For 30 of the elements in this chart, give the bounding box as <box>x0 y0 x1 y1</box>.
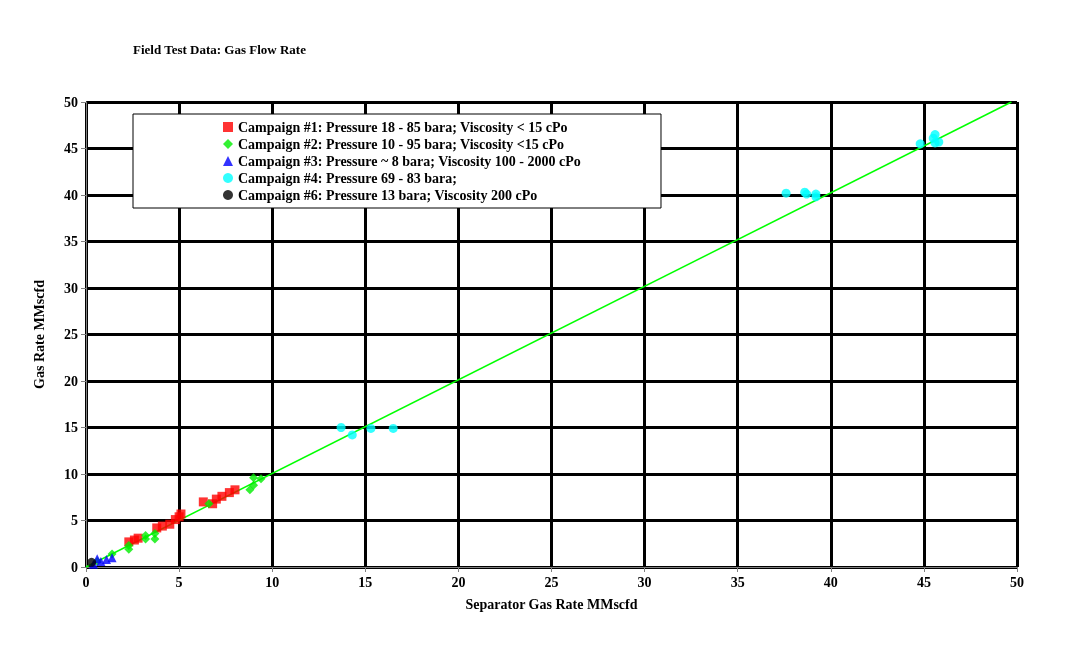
x-tick-label: 45 <box>916 574 931 590</box>
y-tick-label: 45 <box>64 141 78 156</box>
x-tick-label: 40 <box>823 574 838 590</box>
y-tick-label: 50 <box>64 94 78 110</box>
y-tick-label: 10 <box>64 466 78 482</box>
y-tick-label: 20 <box>64 373 78 389</box>
legend-label: Campaign #3: Pressure ~ 8 bara; Viscosity 100 - 2000 cPo <box>238 153 581 169</box>
x-tick-label: 50 <box>1010 574 1024 590</box>
legend-label: Campaign #1: Pressure 18 - 85 bara; Viscosity < 15 cPo <box>238 119 568 135</box>
y-tick-label: 5 <box>71 513 78 528</box>
y-tick-label: 0 <box>71 559 78 575</box>
x-axis-title: Separator Gas Rate MMscfd <box>465 596 638 612</box>
x-tick-label: 30 <box>637 574 652 590</box>
legend-label: Campaign #6: Pressure 13 bara; Viscosity 200 cPo <box>238 187 538 203</box>
y-tick-label: 35 <box>64 234 78 249</box>
y-tick-label: 30 <box>64 280 78 296</box>
chart-title: Field Test Data: Gas Flow Rate <box>133 42 307 57</box>
x-tick-label: 35 <box>730 574 745 590</box>
legend-label: Campaign #4: Pressure 69 - 83 bara; <box>238 170 457 186</box>
y-tick-label: 25 <box>64 327 78 342</box>
x-tick-label: 15 <box>358 574 373 590</box>
x-tick-label: 20 <box>451 574 466 590</box>
x-tick-label: 5 <box>175 574 183 590</box>
y-tick-label: 40 <box>64 187 78 203</box>
y-tick-label: 15 <box>64 420 78 435</box>
x-tick-label: 25 <box>544 574 559 590</box>
y-axis-title: Gas Rate MMscfd <box>31 279 47 389</box>
legend-label: Campaign #2: Pressure 10 - 95 bara; Viscosity <15 cPo <box>238 136 564 152</box>
x-tick-label: 0 <box>82 574 90 590</box>
x-tick-label: 10 <box>265 574 280 590</box>
